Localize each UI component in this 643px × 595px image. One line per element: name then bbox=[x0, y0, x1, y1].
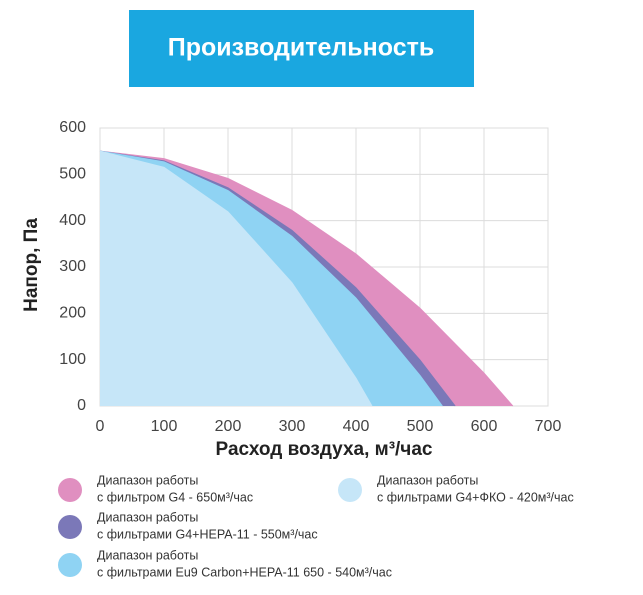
area-edge bbox=[99, 150, 373, 407]
legend-label: Диапазон работы bbox=[97, 548, 198, 562]
y-tick-label: 0 bbox=[77, 397, 86, 414]
y-tick-label: 500 bbox=[59, 166, 86, 183]
y-tick-label: 400 bbox=[59, 212, 86, 229]
legend-label: Диапазон работы bbox=[97, 510, 198, 524]
legend-label: Диапазон работы bbox=[377, 473, 478, 487]
x-tick-label: 500 bbox=[407, 418, 434, 435]
area-edge bbox=[99, 150, 514, 407]
title-box bbox=[129, 10, 474, 87]
area-edge bbox=[99, 150, 443, 407]
legend-label: Диапазон работы bbox=[97, 473, 198, 487]
legend-swatch bbox=[58, 515, 82, 539]
x-tick-label: 100 bbox=[151, 418, 178, 435]
x-tick-label: 600 bbox=[471, 418, 498, 435]
x-tick-label: 400 bbox=[343, 418, 370, 435]
y-tick-label: 300 bbox=[59, 258, 86, 275]
area-edge bbox=[99, 150, 456, 407]
area-fill bbox=[100, 151, 372, 406]
y-tick-label: 100 bbox=[59, 351, 86, 368]
x-tick-label: 700 bbox=[535, 418, 562, 435]
y-tick-label: 600 bbox=[59, 119, 86, 136]
legend-label: с фильтром G4 - 650м³/час bbox=[97, 490, 253, 504]
x-tick-label: 300 bbox=[279, 418, 306, 435]
x-tick-label: 200 bbox=[215, 418, 242, 435]
legend-label: с фильтрами Eu9 Carbon+HEPA-11 650 - 540… bbox=[97, 565, 392, 579]
legend-label: с фильтрами G4+HEPA-11 - 550м³/час bbox=[97, 527, 318, 541]
legend-swatch bbox=[58, 478, 82, 502]
y-axis-label: Напор, Па bbox=[21, 218, 42, 312]
legend-swatch bbox=[338, 478, 362, 502]
x-tick-label: 0 bbox=[96, 418, 105, 435]
y-tick-label: 200 bbox=[59, 305, 86, 322]
chart-title: Производительность bbox=[168, 34, 434, 62]
legend-swatch bbox=[58, 553, 82, 577]
legend-label: с фильтрами G4+ФКО - 420м³/час bbox=[377, 490, 574, 504]
x-axis-label: Расход воздуха, м³/час bbox=[216, 439, 433, 460]
